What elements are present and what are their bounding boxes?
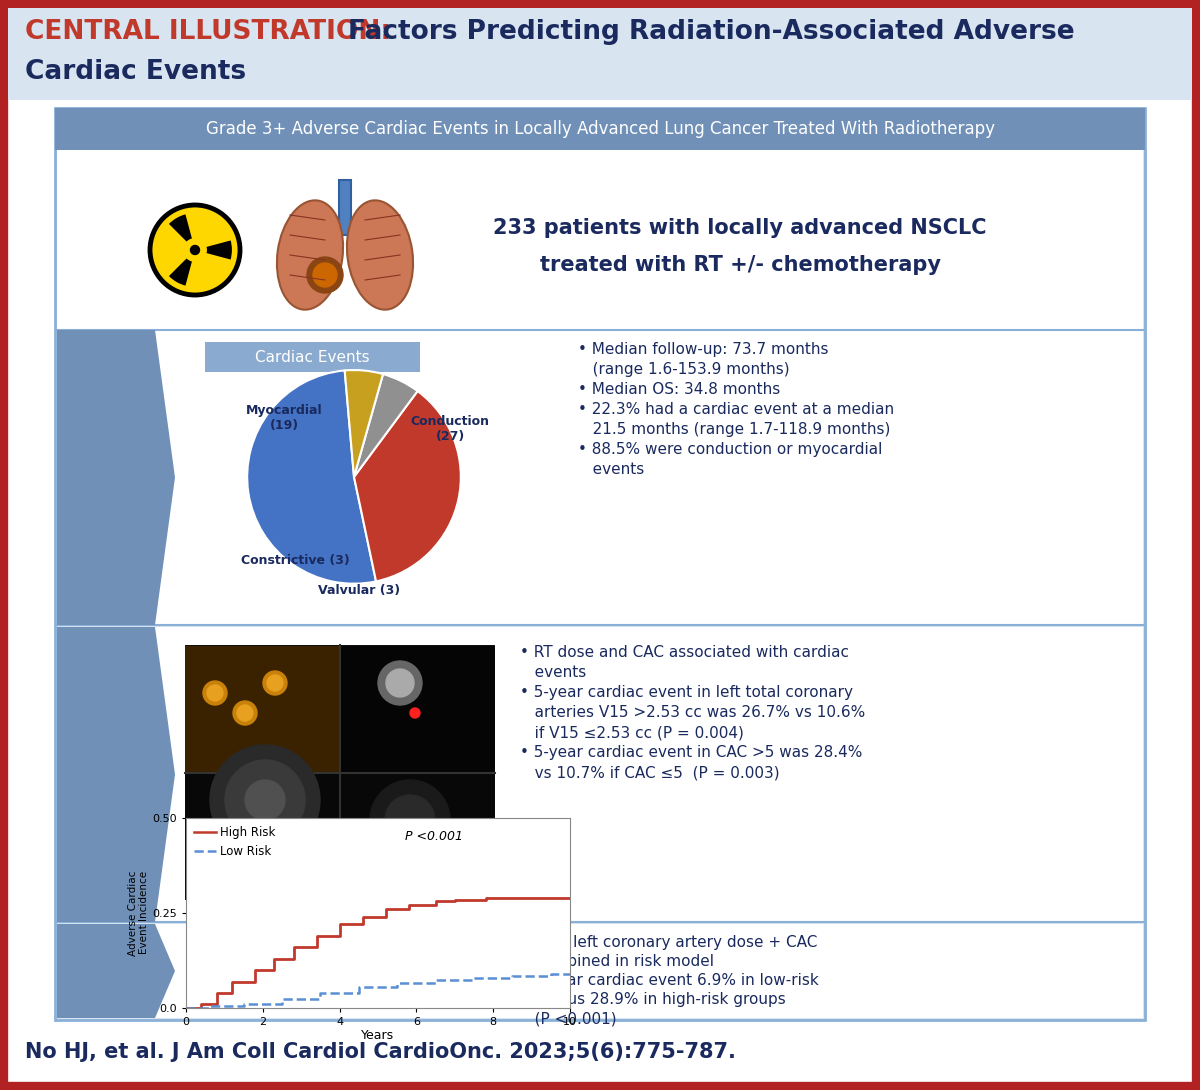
Wedge shape [169, 215, 194, 250]
Text: events: events [578, 462, 644, 477]
FancyBboxPatch shape [58, 627, 1142, 922]
Text: Adverse
Cardiac
Events: Adverse Cardiac Events [66, 448, 146, 507]
FancyBboxPatch shape [58, 150, 1142, 330]
Text: Constrictive (3): Constrictive (3) [241, 555, 349, 568]
Text: Valvular (3): Valvular (3) [318, 584, 401, 597]
Circle shape [266, 675, 283, 691]
Text: arteries V15 >2.53 cc was 26.7% vs 10.6%: arteries V15 >2.53 cc was 26.7% vs 10.6% [520, 705, 865, 720]
Wedge shape [169, 250, 194, 286]
Text: events: events [520, 665, 587, 680]
FancyBboxPatch shape [8, 8, 1192, 100]
FancyBboxPatch shape [185, 773, 496, 900]
Circle shape [307, 257, 343, 293]
Text: Myocardial
(19): Myocardial (19) [246, 404, 323, 432]
Circle shape [203, 681, 227, 705]
Text: Grade 3+ Adverse Cardiac Events in Locally Advanced Lung Cancer Treated With Rad: Grade 3+ Adverse Cardiac Events in Local… [205, 120, 995, 138]
Circle shape [191, 245, 199, 254]
Text: versus 28.9% in high-risk groups: versus 28.9% in high-risk groups [520, 992, 786, 1007]
Wedge shape [344, 370, 383, 477]
FancyBboxPatch shape [185, 646, 340, 773]
FancyBboxPatch shape [58, 924, 1142, 1018]
Wedge shape [194, 241, 232, 259]
Ellipse shape [277, 201, 343, 310]
Text: if V15 ≤2.53 cc (P = 0.004): if V15 ≤2.53 cc (P = 0.004) [520, 725, 744, 740]
Text: • Median follow-up: 73.7 months: • Median follow-up: 73.7 months [578, 342, 828, 358]
Text: Cardiac Events: Cardiac Events [256, 350, 370, 364]
Text: No HJ, et al. J Am Coll Cardiol CardioOnc. 2023;5(6):775-787.: No HJ, et al. J Am Coll Cardiol CardioOn… [25, 1042, 736, 1062]
Text: Factors Predicting Radiation-Associated Adverse: Factors Predicting Radiation-Associated … [348, 19, 1075, 45]
Text: • 22.3% had a cardiac event at a median: • 22.3% had a cardiac event at a median [578, 402, 894, 417]
Circle shape [233, 701, 257, 725]
Text: • Age, left coronary artery dose + CAC: • Age, left coronary artery dose + CAC [520, 935, 817, 950]
Text: CENTRAL ILLUSTRATION:: CENTRAL ILLUSTRATION: [25, 19, 391, 45]
Wedge shape [354, 391, 461, 581]
Text: • 5-year cardiac event in CAC >5 was 28.4%: • 5-year cardiac event in CAC >5 was 28.… [520, 744, 863, 760]
Text: P <0.001: P <0.001 [404, 831, 463, 844]
Text: Risk
Model: Risk Model [77, 952, 136, 991]
Ellipse shape [347, 201, 413, 310]
Circle shape [245, 780, 286, 820]
Y-axis label: Adverse Cardiac
Event Incidence: Adverse Cardiac Event Incidence [128, 870, 150, 956]
Text: Dose and
Imaging
Factors: Dose and Imaging Factors [60, 744, 151, 804]
Text: combined in risk model: combined in risk model [520, 954, 714, 969]
Circle shape [150, 205, 240, 295]
Circle shape [208, 685, 223, 701]
Polygon shape [58, 330, 175, 625]
Circle shape [385, 795, 436, 845]
Polygon shape [58, 627, 175, 922]
Circle shape [263, 671, 287, 695]
FancyBboxPatch shape [55, 108, 1145, 150]
Text: Conduction
(27): Conduction (27) [410, 415, 490, 443]
Wedge shape [247, 371, 376, 583]
Circle shape [386, 669, 414, 697]
Circle shape [410, 708, 420, 718]
Circle shape [184, 239, 206, 262]
FancyBboxPatch shape [185, 645, 496, 900]
FancyBboxPatch shape [340, 646, 496, 773]
Text: (range 1.6-153.9 months): (range 1.6-153.9 months) [578, 362, 790, 377]
Circle shape [313, 263, 337, 287]
FancyBboxPatch shape [4, 4, 1196, 1086]
Circle shape [226, 760, 305, 840]
Text: (P <0.001): (P <0.001) [520, 1012, 617, 1026]
FancyBboxPatch shape [58, 330, 1142, 625]
Text: • Median OS: 34.8 months: • Median OS: 34.8 months [578, 382, 780, 397]
Circle shape [210, 744, 320, 855]
Text: 21.5 months (range 1.7-118.9 months): 21.5 months (range 1.7-118.9 months) [578, 422, 890, 437]
FancyBboxPatch shape [340, 180, 352, 235]
Text: Cardiac Events: Cardiac Events [25, 59, 246, 85]
Text: • RT dose and CAC associated with cardiac: • RT dose and CAC associated with cardia… [520, 645, 850, 661]
X-axis label: Years: Years [361, 1029, 395, 1042]
Text: • 5-year cardiac event 6.9% in low-risk: • 5-year cardiac event 6.9% in low-risk [520, 973, 818, 988]
Polygon shape [58, 924, 175, 1018]
Wedge shape [354, 374, 418, 477]
Text: • 88.5% were conduction or myocardial: • 88.5% were conduction or myocardial [578, 443, 882, 457]
Text: vs 10.7% if CAC ≤5  (P = 0.003): vs 10.7% if CAC ≤5 (P = 0.003) [520, 765, 780, 780]
Circle shape [238, 705, 253, 720]
FancyBboxPatch shape [205, 342, 420, 372]
Circle shape [378, 661, 422, 705]
FancyBboxPatch shape [55, 108, 1145, 1020]
Text: treated with RT +/- chemotherapy: treated with RT +/- chemotherapy [540, 255, 941, 275]
Text: • 5-year cardiac event in left total coronary: • 5-year cardiac event in left total cor… [520, 685, 853, 700]
Text: 233 patients with locally advanced NSCLC: 233 patients with locally advanced NSCLC [493, 218, 986, 238]
Circle shape [370, 780, 450, 860]
Legend: High Risk, Low Risk: High Risk, Low Risk [192, 823, 278, 860]
